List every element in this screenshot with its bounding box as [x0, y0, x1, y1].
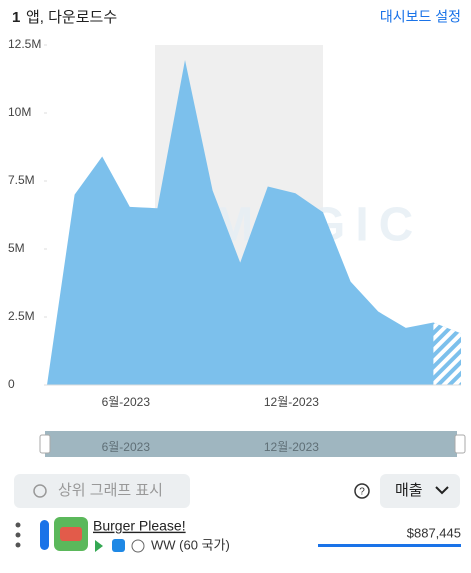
- app-name[interactable]: Burger Please!: [93, 518, 186, 534]
- slider-handle[interactable]: [454, 434, 466, 454]
- series-color: [40, 520, 49, 550]
- help-label: ?: [359, 487, 365, 498]
- app-store-icon: [112, 539, 125, 552]
- app-icon-detail: [60, 527, 82, 541]
- y-tick-label: 0: [8, 377, 15, 391]
- header-title: 앱, 다운로드수: [26, 9, 117, 26]
- show-top-chart-button[interactable]: [14, 474, 190, 508]
- button-label: 상위 그래프 표시: [58, 482, 163, 499]
- y-tick-label: 10M: [8, 105, 31, 119]
- app-region: WW (60 국가): [151, 537, 230, 552]
- app-count: 1: [12, 9, 20, 26]
- y-tick-label: 2.5M: [8, 309, 35, 323]
- metric-select[interactable]: [380, 474, 460, 508]
- slider-handle[interactable]: [39, 434, 51, 454]
- app-revenue: $887,445: [407, 525, 461, 540]
- menu-dot: [15, 532, 21, 538]
- x-tick-label: 6월-2023: [102, 395, 151, 409]
- globe-icon: [131, 539, 145, 553]
- y-tick-label: 12.5M: [8, 37, 41, 51]
- y-tick-label: 7.5M: [8, 173, 35, 187]
- menu-dot: [15, 542, 21, 548]
- x-tick-label: 12월-2023: [264, 395, 319, 409]
- slider-label: 12월-2023: [264, 440, 319, 454]
- y-tick-label: 5M: [8, 241, 25, 255]
- eye-icon: [33, 484, 47, 498]
- play-store-icon: [95, 540, 103, 552]
- menu-dot[interactable]: [15, 522, 21, 528]
- metric-label: 매출: [395, 482, 423, 499]
- range-slider[interactable]: [45, 431, 457, 457]
- revenue-bar: [318, 544, 461, 547]
- slider-label: 6월-2023: [102, 440, 151, 454]
- chevron: [435, 486, 449, 495]
- settings-link[interactable]: 대시보드 설정: [380, 9, 461, 25]
- area: [47, 59, 461, 386]
- help-icon[interactable]: [354, 483, 370, 499]
- partial-period: [433, 322, 461, 385]
